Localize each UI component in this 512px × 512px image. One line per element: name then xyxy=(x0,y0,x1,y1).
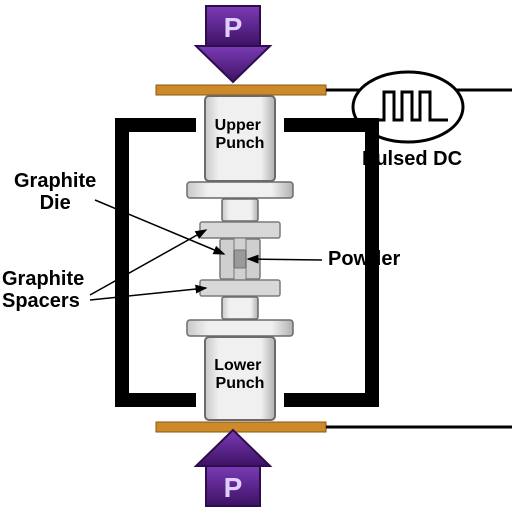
label-powder: Powder xyxy=(328,248,400,271)
label-graphite-spacers: Graphite Spacers xyxy=(2,268,84,312)
electrode-bottom xyxy=(156,422,326,432)
svg-text:P: P xyxy=(224,12,243,43)
pressure-arrow-top: P xyxy=(196,6,270,82)
pointer-spacer-1 xyxy=(90,230,206,295)
label-pulsed-dc: Pulsed DC xyxy=(362,148,462,171)
pressure-arrow-bottom: P xyxy=(196,430,270,506)
label-graphite-die: Graphite Die xyxy=(14,170,96,214)
graphite-spacer-top xyxy=(200,222,280,238)
die-punch-top xyxy=(234,238,246,250)
electrode-top xyxy=(156,85,326,95)
lower-punch-label: Lower Punch xyxy=(214,357,266,392)
pointer-spacer-2 xyxy=(90,288,206,300)
die-punch-bottom xyxy=(234,268,246,280)
upper-punch-label: Upper Punch xyxy=(215,117,266,152)
svg-text:P: P xyxy=(224,472,243,503)
powder xyxy=(234,250,246,268)
upper-punch-assembly xyxy=(187,96,293,221)
graphite-spacer-bottom xyxy=(200,280,280,296)
pointer-powder xyxy=(248,259,322,260)
